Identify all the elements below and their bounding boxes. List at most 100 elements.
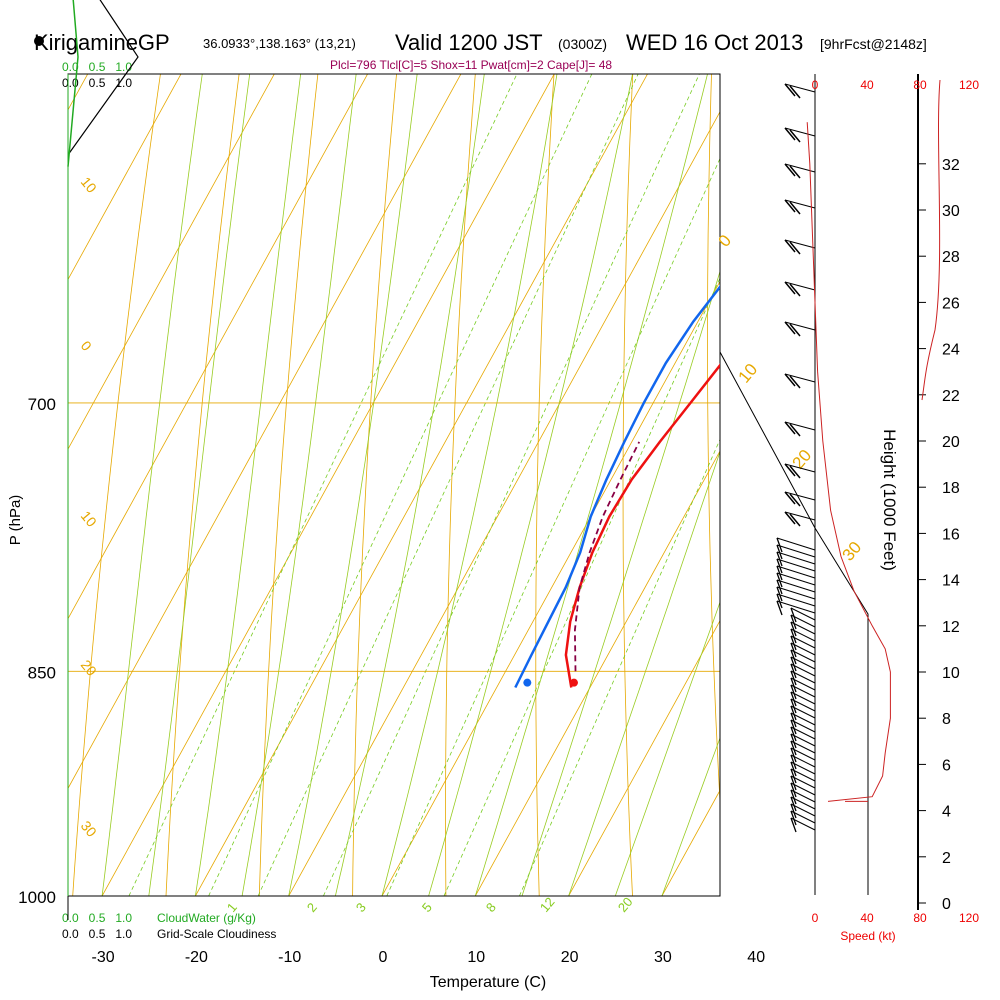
- wind-barb-staff: [784, 281, 816, 291]
- wind-barb-staff: [790, 691, 816, 705]
- wind-barb-flag: [790, 754, 797, 770]
- wind-barb-flag: [790, 796, 797, 812]
- wind-barb-staff: [790, 719, 816, 733]
- wind-barb-staff: [776, 593, 816, 607]
- wind-barb-staff: [790, 614, 816, 628]
- moist-adiabat-line: [521, 270, 720, 896]
- wind-barb-staff: [776, 544, 816, 558]
- speed-tick-label-top: 40: [860, 78, 874, 92]
- temperature-tick-label: -30: [92, 949, 115, 966]
- temperature-tick-label: 40: [747, 949, 765, 966]
- mixing-ratio-label: 3: [353, 900, 369, 915]
- height-tick-label: 2: [942, 850, 951, 867]
- moist-adiabat-line: [335, 74, 485, 896]
- isotherm-line: [0, 0, 660, 896]
- wind-barb-flag: [790, 803, 797, 819]
- wind-barb: [790, 663, 816, 679]
- terrain-boundary: [719, 351, 869, 895]
- wind-barb: [790, 768, 816, 784]
- mixing-ratio-line: [386, 157, 720, 896]
- speed-tick-label-bottom: 120: [959, 911, 979, 925]
- wind-barb: [776, 544, 816, 560]
- height-tick-label: 18: [942, 480, 960, 497]
- wind-barb: [790, 754, 816, 770]
- wind-barb: [790, 698, 816, 714]
- height-tick-label: 30: [942, 203, 960, 220]
- pressure-tick-label: 850: [28, 663, 56, 682]
- wind-barb: [790, 628, 816, 644]
- wind-barb-flag: [790, 705, 797, 721]
- height-tick-label: 12: [942, 619, 960, 636]
- wind-barb-staff: [776, 565, 816, 579]
- mixing-ratio-label: 5: [419, 900, 435, 915]
- wind-barb: [790, 614, 816, 630]
- wind-barb-flag: [789, 165, 801, 179]
- wind-barb-flag: [790, 810, 797, 826]
- surface-temperature-dot: [569, 678, 578, 687]
- temperature-tick-label: 20: [561, 949, 579, 966]
- wind-barb-flag: [790, 663, 797, 679]
- wind-barb-staff: [790, 761, 816, 775]
- wind-barb-flag: [790, 726, 797, 742]
- wind-barb-staff: [790, 656, 816, 670]
- wind-barb: [776, 558, 816, 574]
- wind-barb: [784, 511, 816, 527]
- wind-barb-flag: [776, 544, 783, 560]
- wind-barb-flag: [784, 421, 796, 435]
- height-tick-label: 28: [942, 249, 960, 266]
- plot-frame: [67, 73, 721, 897]
- dry-adiabat-line: [869, 0, 936, 896]
- wind-barb: [784, 127, 816, 143]
- temperature-tick-label: 30: [654, 949, 672, 966]
- dry-adiabat-line: [535, 74, 555, 896]
- wind-barb-flag: [789, 493, 801, 507]
- wind-barb: [784, 239, 816, 255]
- wind-barb-staff: [790, 684, 816, 698]
- height-tick-label: 0: [942, 896, 951, 913]
- wind-barb: [790, 691, 816, 707]
- wind-barb: [776, 551, 816, 567]
- wind-barb-flag: [789, 465, 801, 479]
- wind-barb-flag: [789, 323, 801, 337]
- wind-barb-flag: [790, 607, 797, 623]
- speed-tick-label-top: 120: [959, 78, 979, 92]
- wind-barb-staff: [776, 572, 816, 586]
- dry-adiabat-label: 30: [78, 818, 100, 840]
- valid-date: WED 16 Oct 2013: [626, 30, 804, 55]
- wind-barb-staff: [776, 551, 816, 565]
- isotherm-line: [0, 0, 193, 896]
- wind-barb-flag: [790, 691, 797, 707]
- wind-barb-flag: [790, 761, 797, 777]
- wind-barb-flag: [789, 129, 801, 143]
- wind-barb-staff: [790, 810, 816, 824]
- wind-barb-staff: [790, 663, 816, 677]
- wind-barb-staff: [790, 775, 816, 789]
- y-axis-label: P (hPa): [7, 495, 24, 546]
- parcel-path-line: [573, 441, 641, 672]
- wind-barb: [784, 321, 816, 337]
- mixing-ratio-label: 2: [304, 900, 320, 915]
- pressure-tick-label: 700: [28, 395, 56, 414]
- surface-dewpoint-dot: [523, 678, 532, 687]
- wind-barb: [790, 607, 816, 623]
- mixing-ratio-line: [257, 74, 639, 896]
- wind-barb-flag: [790, 621, 797, 637]
- wind-barb: [790, 761, 816, 777]
- wind-barb-staff: [776, 579, 816, 593]
- wind-barb-flag: [790, 768, 797, 784]
- wind-barb: [790, 810, 816, 826]
- wind-barb: [776, 600, 816, 616]
- wind-barb: [790, 621, 816, 637]
- wind-barb: [790, 775, 816, 791]
- wind-barb: [790, 796, 816, 812]
- wind-barb-flag: [784, 321, 796, 335]
- zulu-time: (0300Z): [558, 36, 608, 52]
- height-tick-label: 32: [942, 157, 960, 174]
- temperature-tick-label: -20: [185, 949, 208, 966]
- cloudwater-profile: [67, 0, 79, 167]
- wind-barb-flag: [790, 614, 797, 630]
- isotherm-line: [68, 74, 369, 620]
- height-tick-label: 8: [942, 711, 951, 728]
- wind-barb-flag: [790, 719, 797, 735]
